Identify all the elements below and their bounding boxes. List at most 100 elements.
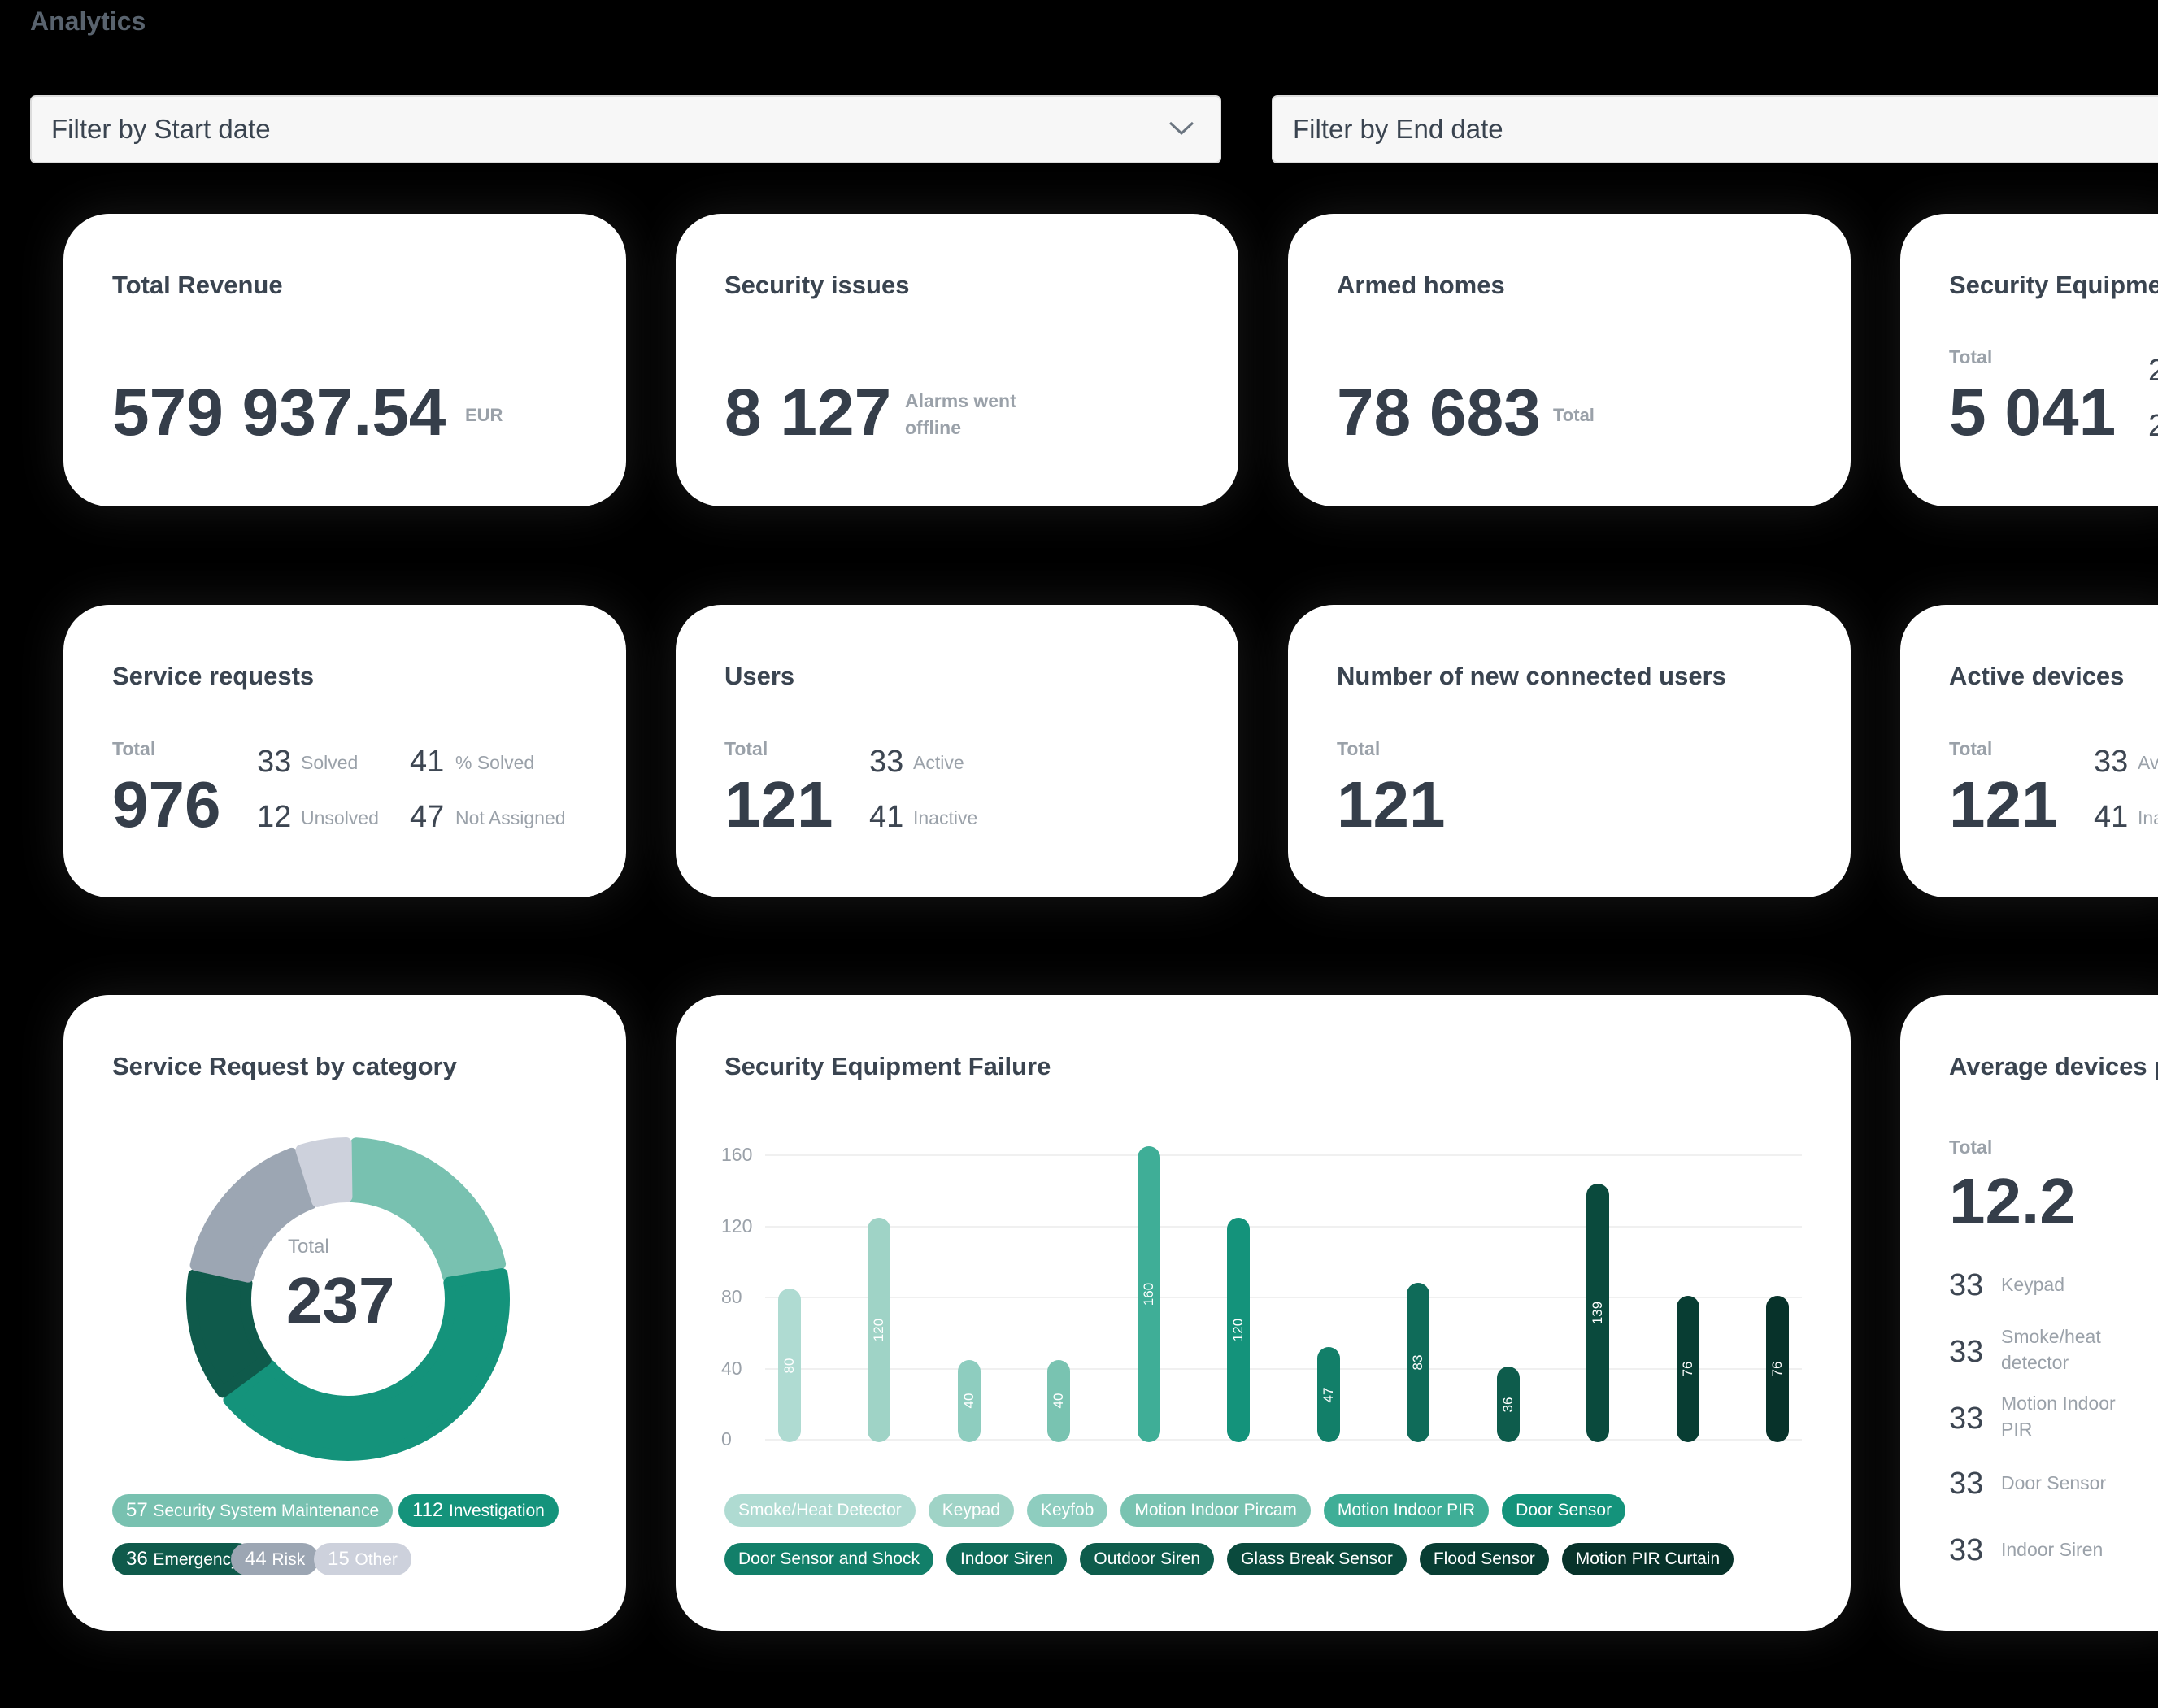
y-tick-label: 40 [721, 1357, 742, 1379]
service-category-card: Service Request by category Total 237 57… [63, 995, 626, 1631]
row-num: 33 [1949, 1268, 1984, 1302]
row-num: 33 [1949, 1402, 1984, 1436]
security-issues-note: Alarms went offline [905, 390, 1016, 438]
equipment-legend-tag: Door Sensor [1502, 1494, 1626, 1527]
category-legend-tag: 112 Investigation [398, 1494, 559, 1527]
equipment-legend-tag: Glass Break Sensor [1227, 1543, 1407, 1575]
bar-value-label: 40 [960, 1393, 977, 1409]
equipment-legend-tag: Motion Indoor PIR [1323, 1494, 1490, 1527]
side-value-1: 2 [2148, 354, 2158, 388]
y-tick-label: 0 [721, 1428, 732, 1449]
donut-segment [186, 1269, 272, 1398]
total-label: Total [1337, 738, 1381, 759]
end-date-placeholder: Filter by End date [1293, 114, 1503, 144]
chart-title: Security Equipment Failure [724, 1052, 1051, 1080]
armed-homes-value: 78 683 [1337, 376, 1541, 450]
revenue-unit: EUR [465, 405, 503, 425]
equipment-failure-card: Security Equipment Failure 0 40 80 120 160 80… [676, 995, 1851, 1631]
card-title: Active devices [1949, 662, 2125, 690]
card-title: Number of new connected users [1337, 662, 1726, 690]
stat-label: Active [913, 752, 964, 773]
stat-num: 41 [869, 800, 904, 834]
stat-num: 33 [2094, 745, 2129, 779]
legend-label: Investigation [448, 1502, 545, 1520]
bar: 160 [1137, 1146, 1160, 1442]
legend-label: Other [355, 1550, 398, 1569]
legend-label: Security System Maintenance [153, 1502, 380, 1520]
total-label: Total [724, 738, 768, 759]
service-requests-value: 976 [112, 768, 221, 841]
bar-value-label: 83 [1410, 1354, 1426, 1371]
new-users-value: 121 [1337, 768, 1446, 841]
bar: 40 [957, 1359, 981, 1442]
equipment-legend-tag: Smoke/Heat Detector [724, 1494, 916, 1527]
stat-num: 33 [257, 745, 292, 779]
grid-line [765, 1367, 1802, 1370]
row-num: 33 [1949, 1467, 1984, 1501]
category-donut-chart [186, 1137, 510, 1461]
grid-line [765, 1154, 1802, 1156]
legend-label: Risk [272, 1550, 306, 1569]
bar-value-label: 120 [871, 1318, 887, 1341]
bar-value-label: 120 [1230, 1318, 1247, 1341]
active-devices-card: Active devices Total 121 33 Av 41 Ina [1900, 605, 2158, 897]
row-label: Keypad [2001, 1274, 2065, 1295]
row-label: Smoke/heat detector [2001, 1326, 2101, 1373]
row-label: Indoor Siren [2001, 1539, 2104, 1560]
card-title: Service requests [112, 662, 315, 690]
legend-label: Emergency [153, 1550, 240, 1569]
row-label: Door Sensor [2001, 1472, 2107, 1493]
stat-num: 33 [869, 745, 904, 779]
bar-value-label: 80 [781, 1358, 797, 1373]
revenue-value: 579 937.54 [112, 376, 446, 450]
average-devices-value: 12.2 [1949, 1165, 2076, 1237]
start-date-filter[interactable]: Filter by Start date [30, 95, 1221, 163]
grid-line [765, 1439, 1802, 1441]
card-title: Total Revenue [112, 271, 283, 299]
bar-value-label: 36 [1499, 1397, 1516, 1413]
category-legend-tag: 44 Risk [231, 1543, 320, 1575]
equipment-legend-tag: Keypad [928, 1494, 1014, 1527]
start-date-placeholder: Filter by Start date [51, 114, 271, 144]
y-tick-label: 120 [721, 1215, 753, 1236]
legend-count: 112 [412, 1499, 449, 1521]
security-issues-value: 8 127 [724, 376, 892, 450]
bar: 76 [1676, 1295, 1699, 1442]
stat-num: 47 [410, 800, 445, 834]
equipment-legend-tag: Keyfob [1026, 1494, 1108, 1527]
side-value-2: 2 [2148, 409, 2158, 443]
security-equipment-card: Security Equipme Total 5 041 2 2 [1900, 214, 2158, 506]
bar: 40 [1047, 1359, 1071, 1442]
equipment-legend-tag: Door Sensor and Shock [724, 1543, 933, 1575]
service-requests-card: Service requests Total 976 33 Solved 41 … [63, 605, 626, 897]
card-title: Users [724, 662, 795, 690]
row-num: 33 [1949, 1335, 1984, 1369]
card-title: Security Equipme [1949, 271, 2158, 299]
category-legend-tag: 36 Emergency [112, 1543, 254, 1575]
legend-count: 15 [328, 1548, 355, 1570]
page-title: Analytics [30, 7, 146, 36]
bar: 120 [1227, 1217, 1251, 1442]
stat-label: % Solved [455, 752, 535, 773]
y-tick-label: 160 [721, 1144, 753, 1165]
armed-homes-card: Armed homes 78 683 Total [1288, 214, 1851, 506]
legend-count: 44 [245, 1548, 272, 1570]
stat-label: Av [2138, 752, 2158, 773]
stat-label: Unsolved [301, 807, 379, 828]
donut-segment [347, 1137, 507, 1282]
total-revenue-card: Total Revenue 579 937.54 EUR [63, 214, 626, 506]
bar-value-label: 139 [1590, 1301, 1606, 1325]
card-title: Security issues [724, 271, 910, 299]
stat-label: Not Assigned [455, 807, 566, 828]
equipment-legend-tag: Flood Sensor [1419, 1543, 1549, 1575]
equipment-legend-tag: Motion Indoor Pircam [1120, 1494, 1311, 1527]
card-title: Average devices p [1949, 1052, 2158, 1080]
armed-homes-unit: Total [1553, 405, 1595, 425]
active-devices-value: 121 [1949, 768, 2058, 841]
equipment-legend-tag: Outdoor Siren [1080, 1543, 1215, 1575]
total-label: Total [1949, 346, 1993, 367]
chevron-down-icon[interactable] [1168, 120, 1195, 137]
stat-num: 41 [410, 745, 445, 779]
category-legend-tag: 57 Security System Maintenance [112, 1494, 394, 1527]
end-date-filter[interactable]: Filter by End date [1272, 95, 2158, 163]
